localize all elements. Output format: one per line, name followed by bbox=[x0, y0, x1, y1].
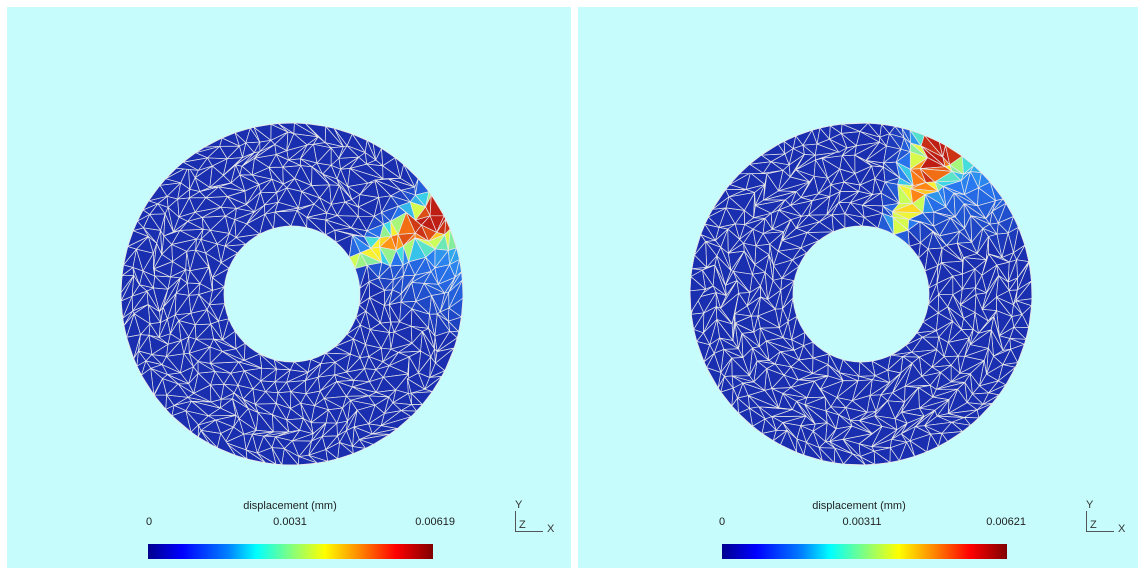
left-legend-mid: 0.0031 bbox=[273, 516, 307, 528]
left-axis-z-label: Z bbox=[519, 519, 526, 531]
right-axis-z-label: Z bbox=[1090, 519, 1097, 531]
outer-boundary bbox=[120, 122, 464, 466]
right-legend-max: 0.00621 bbox=[986, 516, 1026, 528]
right-colorbar bbox=[722, 544, 1007, 559]
right-legend-title: displacement (mm) bbox=[812, 500, 906, 512]
right-legend-mid: 0.00311 bbox=[842, 516, 882, 528]
right-axis-x-line bbox=[1086, 531, 1114, 532]
mesh-ring bbox=[121, 123, 463, 465]
right-mesh-plot bbox=[689, 122, 1033, 466]
left-legend-title: displacement (mm) bbox=[243, 500, 337, 512]
left-viewport[interactable]: displacement (mm) 0 0.0031 0.00619 Y Z X bbox=[7, 7, 571, 568]
right-axis-y-label: Y bbox=[1086, 499, 1094, 511]
right-axis-y-line bbox=[1086, 511, 1087, 531]
right-legend-min: 0 bbox=[719, 516, 726, 528]
left-mesh-plot bbox=[120, 122, 464, 466]
left-legend-min: 0 bbox=[146, 516, 153, 528]
left-axis-x-label: X bbox=[547, 523, 555, 535]
left-axis-y-line bbox=[515, 511, 516, 531]
left-axis-y-label: Y bbox=[515, 499, 523, 511]
outer-boundary bbox=[689, 122, 1033, 466]
right-axis-triad: Y Z X bbox=[1082, 499, 1128, 543]
mesh-ring bbox=[690, 123, 1032, 465]
right-viewport[interactable]: displacement (mm) 0 0.00311 0.00621 Y Z … bbox=[578, 7, 1138, 568]
left-colorbar bbox=[148, 544, 433, 559]
right-axis-x-label: X bbox=[1118, 523, 1126, 535]
left-axis-x-line bbox=[515, 531, 543, 532]
left-axis-triad: Y Z X bbox=[511, 499, 557, 543]
inner-hole bbox=[792, 225, 930, 363]
mesh-element bbox=[448, 228, 458, 251]
inner-hole bbox=[223, 225, 361, 363]
left-legend-max: 0.00619 bbox=[415, 516, 455, 528]
